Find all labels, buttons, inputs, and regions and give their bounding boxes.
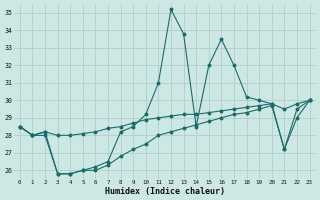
X-axis label: Humidex (Indice chaleur): Humidex (Indice chaleur) xyxy=(105,187,225,196)
